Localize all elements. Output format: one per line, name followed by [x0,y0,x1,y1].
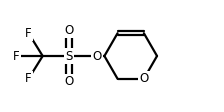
Text: S: S [65,50,73,62]
Text: O: O [139,72,149,85]
Text: O: O [92,50,101,62]
Text: O: O [64,75,74,88]
Text: F: F [25,27,32,40]
Text: F: F [25,72,32,85]
Text: F: F [13,50,20,62]
Text: O: O [64,24,74,37]
